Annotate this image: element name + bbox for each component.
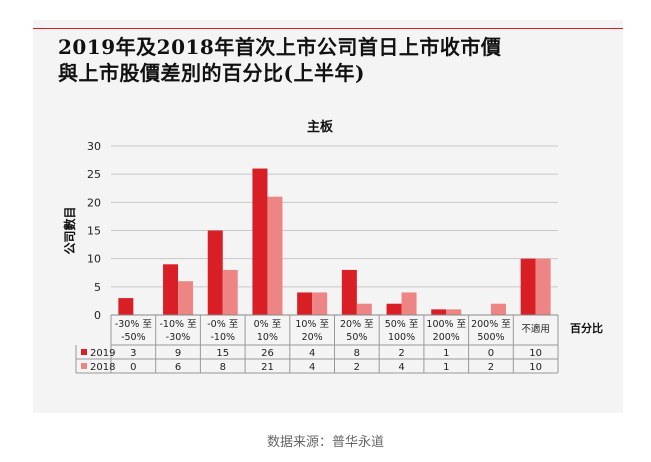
table-value: 9 xyxy=(175,348,181,359)
x-tick-label: 200% 至 xyxy=(471,319,511,330)
table-value: 1 xyxy=(443,362,449,373)
bar-2018 xyxy=(446,309,462,315)
table-value: 6 xyxy=(175,362,181,373)
bar-2018 xyxy=(356,303,372,315)
bar-2018 xyxy=(178,281,194,315)
table-value: 2 xyxy=(398,348,404,359)
x-tick-label: -0% 至 xyxy=(207,319,238,330)
table-value: 8 xyxy=(354,348,360,359)
x-tick-label: 100% 至 xyxy=(426,319,466,330)
bar-2019 xyxy=(520,258,536,315)
table-value: 0 xyxy=(130,362,136,373)
y-tick-label: 30 xyxy=(87,140,101,153)
x-tick-label: -50% xyxy=(121,332,146,343)
table-value: 4 xyxy=(398,362,404,373)
y-tick-label: 20 xyxy=(87,196,101,209)
table-value: 3 xyxy=(130,348,136,359)
x-tick-label: 10% 至 xyxy=(295,319,329,330)
x-tick-label: 0% 至 xyxy=(254,319,282,330)
data-source-caption: 数据来源：普华永道 xyxy=(266,435,384,450)
legend-label-2019: 2019 xyxy=(90,348,115,359)
bar-2019 xyxy=(207,230,223,315)
title-line-2: 與上市股價差別的百分比(上半年) xyxy=(58,61,365,85)
table-value: 2 xyxy=(354,362,360,373)
page-title: 2019年及2018年首次上市公司首日上市收市價 與上市股價差別的百分比(上半年… xyxy=(58,34,578,86)
table-value: 15 xyxy=(216,348,229,359)
x-axis-title: 百分比 xyxy=(570,321,603,335)
x-tick-label: 10% xyxy=(257,332,278,343)
x-tick-label: -10% 至 xyxy=(160,319,197,330)
table-value: 0 xyxy=(488,348,494,359)
y-tick-label: 25 xyxy=(87,168,101,181)
table-value: 26 xyxy=(261,348,274,359)
x-tick-label: 200% xyxy=(433,332,460,343)
y-tick-label: 15 xyxy=(87,225,101,238)
x-tick-label: 50% 至 xyxy=(385,319,419,330)
bar-2018 xyxy=(267,196,283,315)
bar-2018 xyxy=(401,292,417,315)
table-value: 21 xyxy=(261,362,274,373)
slide-background xyxy=(33,20,623,413)
bar-2018 xyxy=(312,292,328,315)
x-tick-label: 不適用 xyxy=(521,323,550,335)
legend-swatch-2019 xyxy=(81,349,87,355)
x-tick-label: 500% xyxy=(477,332,504,343)
table-value: 4 xyxy=(309,348,315,359)
table-value: 8 xyxy=(220,362,226,373)
table-value: 2 xyxy=(488,362,494,373)
title-line-1: 2019年及2018年首次上市公司首日上市收市價 xyxy=(58,35,502,59)
bar-2019 xyxy=(252,168,268,315)
y-tick-label: 10 xyxy=(87,253,101,266)
table-value: 10 xyxy=(529,362,542,373)
chart-title: 主板 xyxy=(306,120,333,135)
x-tick-label: -30% 至 xyxy=(115,319,152,330)
x-tick-label: 20% xyxy=(302,332,323,343)
bar-2018 xyxy=(222,269,238,315)
bar-2018 xyxy=(535,258,551,315)
x-tick-label: 100% xyxy=(388,332,415,343)
y-tick-label: 0 xyxy=(94,309,101,322)
bar-2019 xyxy=(163,264,179,315)
bar-2019 xyxy=(431,309,447,315)
legend-label-2018: 2018 xyxy=(90,362,115,373)
bar-2019 xyxy=(297,292,313,315)
x-tick-label: -30% xyxy=(166,332,191,343)
y-tick-label: 5 xyxy=(94,281,101,294)
y-axis-title: 公司數目 xyxy=(62,206,77,254)
x-tick-label: 20% 至 xyxy=(340,319,374,330)
x-tick-label: 50% xyxy=(346,332,367,343)
bar-2018 xyxy=(490,303,506,315)
legend-swatch-2018 xyxy=(81,363,87,369)
title-accent-line xyxy=(33,28,623,29)
x-tick-label: -10% xyxy=(210,332,235,343)
bar-2019 xyxy=(341,269,357,315)
bar-2019 xyxy=(118,298,134,315)
table-value: 10 xyxy=(529,348,542,359)
table-value: 4 xyxy=(309,362,315,373)
bar-2019 xyxy=(386,303,402,315)
table-value: 1 xyxy=(443,348,449,359)
